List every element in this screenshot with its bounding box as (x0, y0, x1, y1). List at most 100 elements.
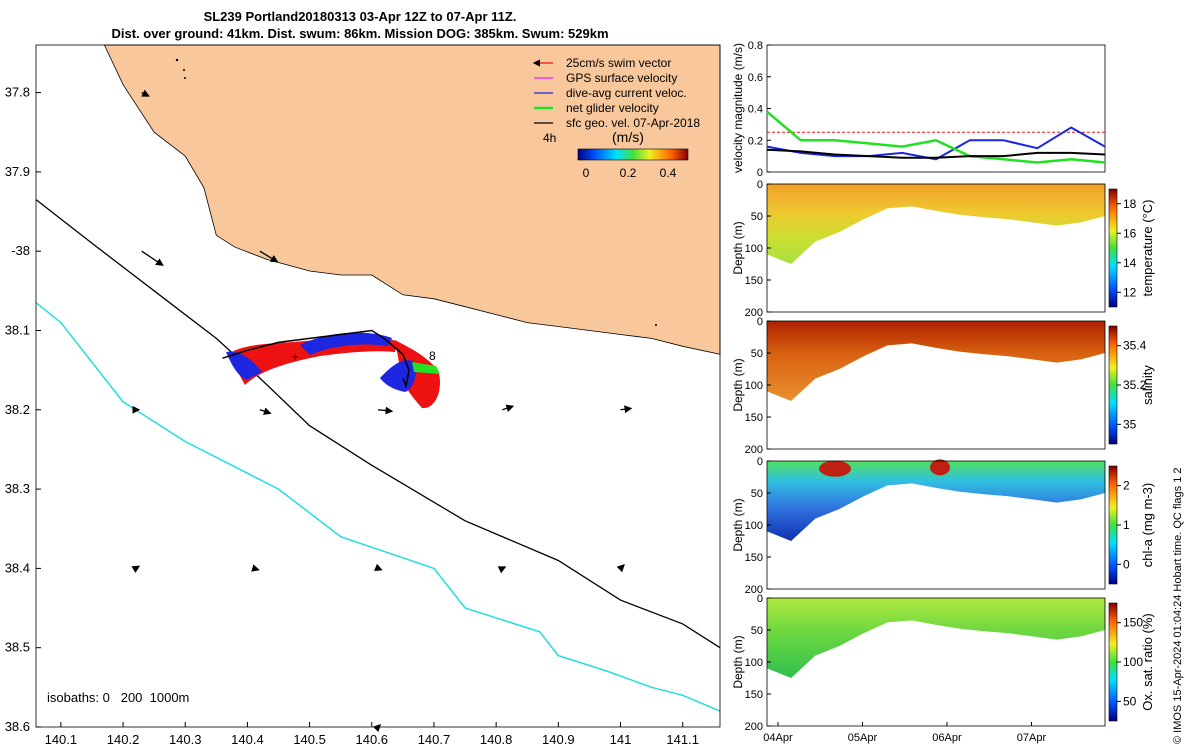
section-x-tick-label: 06Apr (932, 732, 962, 744)
velocity-series (766, 110, 1106, 164)
section-ylabel: Depth (m) (731, 221, 745, 274)
title-line-1: SL239 Portland20180313 03-Apr 12Z to 07-… (203, 9, 517, 24)
map-x-tick-label: 140.8 (480, 732, 513, 747)
section-colorbar-tick-label: 2 (1123, 479, 1130, 493)
map-y-tick-label: 38.4 (5, 560, 30, 575)
velocity-y-tick-label: 0.4 (748, 104, 763, 116)
map-x-tick-label: 140.9 (542, 732, 575, 747)
section-data-area (767, 321, 1105, 401)
section-y-tick-label: 100 (745, 520, 763, 532)
section-colorbar-tick-label: 16 (1123, 226, 1137, 240)
velocity-line-black (766, 148, 1106, 159)
velocity-y-tick-label: 0 (757, 167, 763, 179)
map-x-tick-label: 140.7 (418, 732, 451, 747)
map-y-tick-label: 38.5 (5, 640, 30, 655)
geo-velocity-arrow (251, 564, 260, 572)
section-y-tick-label: 200 (745, 584, 763, 596)
track-end-label: 8 (429, 349, 436, 363)
section-panel-chla-section: 0 50 100 150 200 Depth (m) 0 1 2 chl-a (mg m-3) (731, 456, 1155, 596)
section-y-tick-label: 100 (745, 657, 763, 669)
section-data-area (767, 461, 1105, 541)
map-y-tick-label: -38 (11, 243, 30, 258)
velocity-y-axis: 0 0.2 0.4 0.6 0.8 (748, 40, 771, 179)
section-y-tick-label: 200 (745, 444, 763, 456)
glider-track-line (222, 329, 410, 389)
section-y-tick-label: 150 (745, 689, 763, 701)
chla-maximum-patch (819, 460, 851, 477)
section-colorbar-tick-label: 150 (1123, 616, 1143, 630)
land-area (103, 44, 721, 355)
section-x-tick-label: 07Apr (1017, 732, 1047, 744)
velocity-y-tick-label: 0.6 (748, 72, 763, 84)
section-data-area (767, 184, 1105, 264)
geo-velocity-arrow (131, 565, 141, 573)
geo-velocity-arrows (131, 89, 633, 733)
legend-colorbar-label: (m/s) (612, 129, 644, 145)
section-colorbar-tick-label: 35 (1123, 417, 1137, 431)
velocity-ylabel: velocity magnitude (m/s) (731, 43, 745, 173)
isobath-1000m-line (35, 302, 721, 712)
geo-velocity-arrow (377, 406, 394, 415)
geo-velocity-arrow (374, 563, 383, 572)
map-x-tick-label: 141 (610, 732, 632, 747)
velocity-line-green (766, 110, 1106, 164)
section-y-tick-label: 0 (757, 593, 763, 605)
velocity-y-tick-label: 0.2 (748, 135, 763, 147)
section-y-tick-label: 100 (745, 243, 763, 255)
geo-velocity-arrow (259, 407, 272, 415)
section-colorbar (1108, 465, 1118, 585)
section-panel-temperature-section: 0 50 100 150 200 Depth (m) 12 14 16 18 temperature… (731, 179, 1155, 319)
section-data-area (767, 598, 1105, 678)
legend-colorbar-tick-1: 0.2 (620, 166, 637, 180)
section-colorbar-tick-label: 14 (1123, 256, 1137, 270)
swim-vector-cloud (226, 332, 441, 409)
section-y-tick-label: 0 (757, 456, 763, 468)
map-x-tick-label: 140.6 (356, 732, 389, 747)
geo-velocity-arrow (616, 563, 625, 573)
legend-interval-label: 4h (543, 131, 556, 145)
map-y-tick-label: 37.8 (5, 85, 30, 100)
section-y-tick-label: 200 (745, 307, 763, 319)
section-y-tick-label: 100 (745, 380, 763, 392)
section-colorbar-tick-label: 35.4 (1123, 339, 1147, 353)
track-start-label: + (292, 350, 299, 364)
section-y-tick-label: 150 (745, 275, 763, 287)
geo-velocity-arrow (141, 250, 164, 266)
legend-net-glider: net glider velocity (566, 101, 659, 115)
velocity-y-tick-label: 0.8 (748, 40, 763, 52)
section-y-tick-label: 50 (751, 348, 763, 360)
imos-timestamp: © IMOS 15-Apr-2024 01:04:24 Hobart time.… (1172, 467, 1184, 744)
map-x-tick-label: 140.1 (45, 732, 78, 747)
map-x-axis: 140.1 140.2 140.3 140.4 140.5 140.6 140.7 140.8… (45, 722, 699, 747)
section-y-tick-label: 200 (745, 721, 763, 733)
section-y-tick-label: 50 (751, 488, 763, 500)
section-colorbar-label: chl-a (mg m-3) (1140, 483, 1155, 568)
map-y-tick-label: 38.1 (5, 322, 30, 337)
section-y-tick-label: 50 (751, 625, 763, 637)
section-ylabel: Depth (m) (731, 498, 745, 551)
section-colorbar-tick-label: 35.2 (1123, 378, 1147, 392)
legend-sfc-geo: sfc geo. vel. 07-Apr-2018 (566, 116, 700, 130)
section-colorbar (1108, 325, 1118, 445)
map-y-tick-label: 37.9 (5, 164, 30, 179)
section-y-tick-label: 150 (745, 412, 763, 424)
map-x-tick-label: 140.4 (231, 732, 264, 747)
legend-swim-vector: 25cm/s swim vector (566, 56, 671, 70)
section-ylabel: Depth (m) (731, 358, 745, 411)
isobath-200m-line (35, 199, 721, 649)
section-ylabel: Depth (m) (731, 635, 745, 688)
section-colorbar-tick-label: 18 (1123, 197, 1137, 211)
legend-colorbar-tick-2: 0.4 (660, 166, 677, 180)
legend-colorbar-tick-0: 0 (583, 166, 590, 180)
map-x-tick-label: 140.3 (169, 732, 202, 747)
geo-velocity-arrow (502, 404, 515, 413)
section-colorbar-tick-label: 12 (1123, 285, 1137, 299)
legend-dive-avg: dive-avg current veloc. (566, 86, 687, 100)
map-y-tick-label: 38.6 (5, 719, 30, 734)
velocity-magnitude-panel: 0 0.2 0.4 0.6 0.8 velocity magnitude (m/s) (731, 40, 1106, 179)
geo-velocity-arrow (259, 250, 279, 263)
map-y-tick-label: 38.3 (5, 481, 30, 496)
